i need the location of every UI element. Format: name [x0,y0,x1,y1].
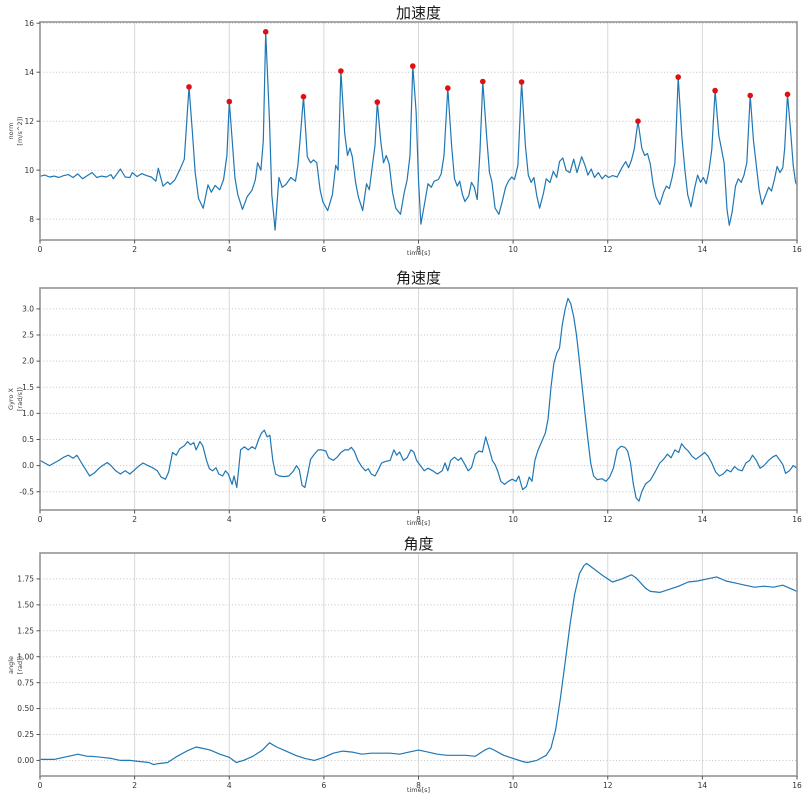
svg-text:14: 14 [698,781,708,790]
svg-text:16: 16 [792,781,802,790]
svg-text:10: 10 [24,166,34,175]
svg-text:0.50: 0.50 [17,704,34,713]
svg-text:12: 12 [603,515,613,524]
angle-x-axis-label: time[s] [406,786,431,794]
acceleration-title: 加速度 [395,4,441,22]
svg-text:1.5: 1.5 [22,383,34,392]
svg-text:1.50: 1.50 [17,600,34,609]
svg-text:4: 4 [227,515,232,524]
angular-velocity-title: 角速度 [395,269,441,287]
svg-text:1.0: 1.0 [22,409,34,418]
svg-text:8: 8 [416,781,421,790]
svg-text:6: 6 [321,245,326,254]
svg-text:16: 16 [792,515,802,524]
angular-velocity-plot: 0 2 4 6 8 10 12 14 16 -0.5 0.0 0.5 1.0 1.5 2.0 2.5 3.0 [19,287,802,524]
svg-text:2: 2 [132,515,137,524]
svg-text:1.25: 1.25 [17,626,34,635]
acceleration-x-axis-label: time[s] [406,249,431,257]
svg-text:14: 14 [24,68,34,77]
svg-text:0: 0 [38,515,43,524]
svg-text:10: 10 [508,781,518,790]
svg-text:2: 2 [132,781,137,790]
svg-text:8: 8 [416,515,421,524]
svg-text:6: 6 [321,781,326,790]
acceleration-y-axis-label: norm [m/s^2]) [7,116,25,146]
svg-text:-0.5: -0.5 [19,487,34,496]
svg-text:3.0: 3.0 [22,304,34,313]
svg-text:10: 10 [508,515,518,524]
svg-text:0.25: 0.25 [17,730,34,739]
svg-text:1.00: 1.00 [17,652,34,661]
svg-text:4: 4 [227,245,232,254]
svg-text:0: 0 [38,245,43,254]
svg-text:0.5: 0.5 [22,435,34,444]
svg-text:0.75: 0.75 [17,678,34,687]
svg-text:0.0: 0.0 [22,461,34,470]
svg-text:16: 16 [24,19,34,28]
svg-text:2: 2 [132,245,137,254]
acceleration-plot: 0 2 4 6 8 10 12 14 16 8 10 12 14 16 [24,19,802,254]
svg-text:2.5: 2.5 [22,331,34,340]
svg-text:0: 0 [38,781,43,790]
svg-text:6: 6 [321,515,326,524]
svg-text:0.00: 0.00 [17,756,34,765]
svg-text:16: 16 [792,245,802,254]
svg-text:14: 14 [698,245,708,254]
angular-velocity-y-axis-label: Gyro X [rad/s]) [7,387,25,411]
angle-title: 角度 [403,535,434,553]
angle-plot: 0 2 4 6 8 10 12 14 16 0.00 0.25 0.50 0.75 1.00 1.25 1.5… [17,552,802,790]
angular-velocity-x-axis-label: time[s] [406,519,431,527]
svg-text:2.0: 2.0 [22,357,34,366]
svg-text:8: 8 [416,245,421,254]
svg-text:12: 12 [603,245,613,254]
svg-text:4: 4 [227,781,232,790]
svg-text:12: 12 [603,781,613,790]
svg-text:12: 12 [24,117,34,126]
svg-text:1.75: 1.75 [17,575,34,584]
angle-y-axis-label: angle [rad]) [7,655,25,675]
svg-text:14: 14 [698,515,708,524]
svg-text:10: 10 [508,245,518,254]
svg-text:8: 8 [29,215,34,224]
